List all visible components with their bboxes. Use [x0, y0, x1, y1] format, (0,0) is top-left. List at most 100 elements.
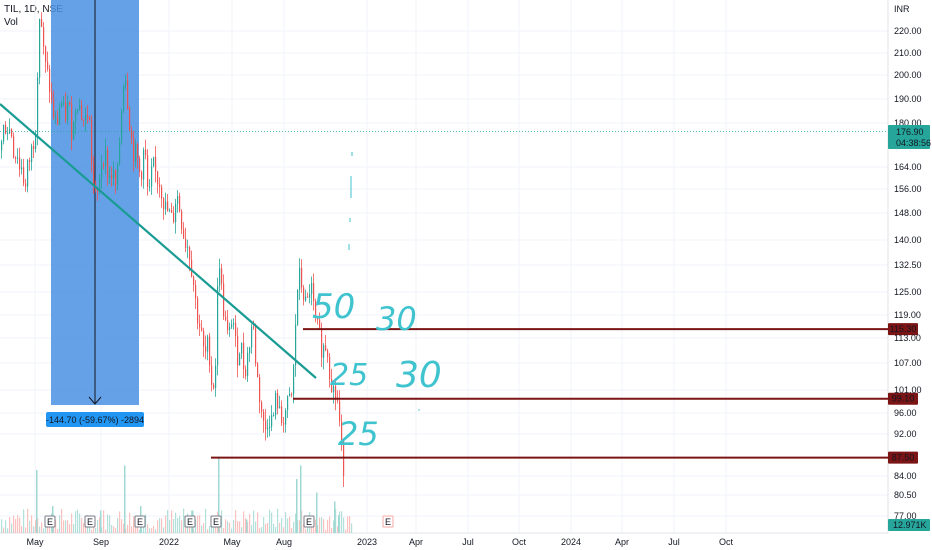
candle-body: [103, 165, 105, 167]
volume-bar-spike: [218, 456, 220, 533]
volume-bar: [99, 517, 101, 533]
time-tick-label: 2024: [561, 537, 581, 547]
volume-bar: [27, 508, 29, 533]
candle-body: [83, 119, 85, 121]
candle-body: [261, 402, 263, 412]
volume-bar: [61, 508, 63, 533]
candle-body: [171, 210, 173, 213]
candle-body: [283, 422, 285, 425]
price-tick-label: 148.00: [894, 208, 922, 218]
earnings-marker[interactable]: [184, 515, 196, 528]
volume-bar: [167, 510, 169, 533]
candle-body: [321, 328, 323, 358]
earnings-marker[interactable]: [210, 515, 222, 528]
candle-body: [209, 336, 211, 366]
candle-body: [197, 298, 199, 324]
candle-body: [201, 327, 203, 331]
candle-body: [245, 369, 247, 377]
volume-bar: [17, 515, 19, 533]
candle-body: [271, 415, 273, 427]
candle-body: [11, 129, 13, 137]
earnings-marker[interactable]: [303, 515, 315, 528]
volume-bar: [21, 526, 23, 533]
price-tick-label: 125.00: [894, 287, 922, 297]
price-tick-label: 80.50: [894, 490, 917, 500]
candle-body: [155, 156, 157, 172]
volume-bar: [267, 522, 269, 533]
volume-label[interactable]: Vol: [4, 17, 18, 28]
annotation-4[interactable]: 25: [338, 415, 379, 453]
volume-bar: [15, 519, 17, 533]
candle-body: [279, 406, 281, 409]
candle-body: [153, 156, 155, 167]
measure-arrowhead-icon: [88, 396, 102, 405]
trendline[interactable]: [0, 103, 317, 379]
volume-bar: [91, 529, 93, 533]
volume-bar-spike: [300, 465, 302, 533]
candle-body: [9, 129, 11, 134]
candle-body: [47, 61, 49, 69]
annotation-2[interactable]: 25: [330, 358, 368, 393]
volume-bar: [211, 524, 213, 533]
volume-bar: [139, 529, 141, 533]
volume-bar: [261, 527, 263, 533]
volume-bar: [219, 522, 221, 533]
volume-bar-spike: [100, 510, 102, 533]
horizontal-levels[interactable]: 115.30 99.10 87.50: [211, 323, 918, 464]
candle-body: [305, 296, 307, 301]
volume-bar: [253, 510, 255, 533]
annotation-0[interactable]: 50: [312, 287, 355, 327]
earnings-marker[interactable]: [382, 515, 394, 528]
candle-body: [175, 203, 177, 223]
candle-body: [205, 346, 207, 352]
volume-bar: [11, 523, 13, 533]
measure-label-box[interactable]: -144.70 (-59.67%) -2894: [46, 412, 144, 427]
volume-bar: [179, 516, 181, 533]
price-tick-label: 107.00: [894, 358, 922, 368]
volume-bar: [133, 516, 135, 533]
volume-bar: [25, 527, 27, 533]
earnings-marker[interactable]: [44, 515, 56, 528]
volume-bar: [231, 528, 233, 533]
earnings-marker-label: E: [213, 517, 219, 527]
volume-bar: [73, 524, 75, 533]
symbol-title[interactable]: TIL, 1D, NSE: [4, 4, 63, 15]
volume-bar: [195, 519, 197, 533]
volume-bar: [331, 528, 333, 533]
candle-body: [267, 427, 269, 430]
candle-body: [221, 268, 223, 284]
price-axis[interactable]: INR 220.00 210.00 200.00 190.00 180.00 164.00…: [894, 4, 922, 521]
level-label-99.10: 99.10: [892, 394, 915, 404]
volume-bar: [249, 513, 251, 533]
time-axis[interactable]: May Sep 2022 May Aug 2023 Apr Jul Oct 2024 Apr Jul O…: [26, 537, 733, 547]
candle-body: [341, 421, 343, 441]
volume-bar: [123, 523, 125, 533]
candle-body: [15, 157, 17, 159]
candle-body: [311, 282, 313, 294]
volume-bar: [271, 512, 273, 533]
earnings-marker[interactable]: [134, 515, 146, 528]
candle-body: [315, 301, 317, 317]
price-tick-label: 92.00: [894, 429, 917, 439]
annotation-1[interactable]: 30: [376, 300, 417, 338]
annotation-3[interactable]: 30: [396, 355, 442, 396]
volume-bar: [181, 520, 183, 533]
candle-body: [237, 336, 239, 366]
earnings-marker[interactable]: [84, 515, 96, 528]
time-tick-label: Oct: [719, 537, 734, 547]
volume-bar: [269, 509, 271, 533]
candle-body: [241, 342, 243, 354]
price-tick-label: 119.00: [894, 310, 921, 320]
volume-bar: [321, 517, 323, 533]
volume-bar-spike: [296, 479, 298, 533]
candle-body: [97, 190, 99, 192]
volume-bar: [339, 511, 341, 533]
candle-body: [101, 165, 103, 179]
candle-body: [61, 103, 63, 108]
candle-body: [23, 167, 25, 184]
candle-body: [45, 46, 47, 62]
candle-body: [215, 365, 217, 389]
